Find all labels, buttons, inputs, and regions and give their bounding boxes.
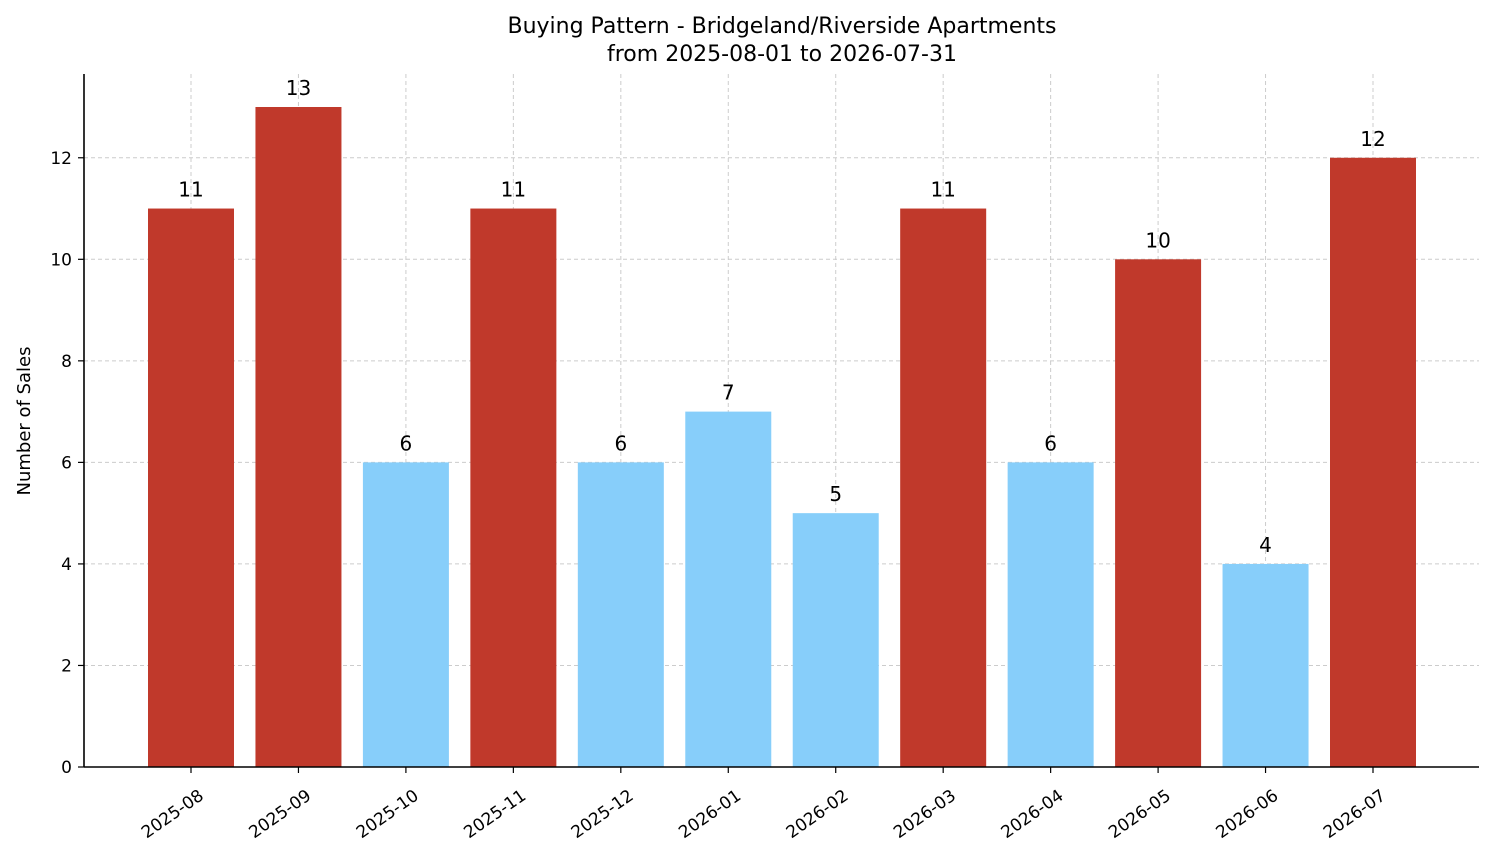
bar-value-label: 4 — [1259, 533, 1272, 557]
bars — [148, 107, 1416, 768]
bar-value-label: 12 — [1360, 127, 1385, 151]
x-tick-label: 2026-05 — [1105, 786, 1175, 843]
bar-value-label: 13 — [286, 76, 311, 100]
x-tick-label: 2026-04 — [998, 786, 1068, 843]
y-tick-label: 10 — [50, 250, 72, 270]
bar-2026-07 — [1330, 157, 1416, 767]
x-axis-ticks: 2025-08 2025-09 2025-10 2025-11 2025-12 2026-… — [138, 767, 1390, 843]
bar-value-label: 11 — [178, 178, 203, 202]
bar-value-label: 7 — [722, 381, 735, 405]
bar-value-label: 5 — [829, 482, 842, 506]
y-tick-label: 2 — [61, 656, 72, 676]
bar-value-labels: 11 13 6 11 6 7 5 11 6 10 4 12 — [178, 76, 1385, 557]
y-tick-label: 4 — [61, 555, 72, 575]
bar-2025-08 — [148, 208, 234, 768]
x-tick-label: 2025-12 — [568, 786, 638, 843]
bar-value-label: 10 — [1145, 228, 1170, 252]
bar-2026-06 — [1222, 563, 1309, 767]
bar-value-label: 11 — [501, 178, 526, 202]
bar-2025-10 — [362, 462, 449, 767]
bar-value-label: 6 — [1044, 431, 1057, 455]
bar-2025-12 — [577, 462, 664, 767]
bar-value-label: 11 — [930, 178, 955, 202]
bar-value-label: 6 — [400, 431, 413, 455]
x-tick-label: 2025-09 — [245, 786, 315, 843]
y-axis-label: Number of Sales — [14, 346, 35, 495]
x-tick-label: 2026-06 — [1213, 786, 1283, 843]
bar-value-label: 6 — [614, 431, 627, 455]
x-tick-label: 2025-11 — [460, 786, 530, 843]
x-tick-label: 2026-03 — [890, 786, 960, 843]
bar-2026-04 — [1007, 462, 1094, 767]
chart-subtitle: from 2025-08-01 to 2026-07-31 — [607, 42, 957, 67]
x-tick-label: 2025-08 — [138, 786, 208, 843]
x-tick-label: 2026-07 — [1320, 786, 1390, 843]
bar-2026-03 — [900, 208, 987, 768]
bar-2026-01 — [685, 411, 772, 767]
y-axis-ticks: 0 2 4 6 8 10 12 — [50, 149, 84, 778]
y-tick-label: 12 — [50, 149, 72, 169]
y-tick-label: 0 — [61, 758, 72, 778]
x-tick-label: 2026-02 — [783, 786, 853, 843]
bar-2026-02 — [792, 513, 879, 767]
x-tick-label: 2026-01 — [675, 786, 745, 843]
bar-2026-05 — [1115, 259, 1202, 767]
y-tick-label: 6 — [61, 453, 72, 473]
x-tick-label: 2025-10 — [353, 786, 423, 843]
bar-2025-09 — [255, 107, 342, 767]
chart-title: Buying Pattern - Bridgeland/Riverside Ap… — [507, 14, 1056, 39]
y-tick-label: 8 — [61, 352, 72, 372]
bar-2025-11 — [470, 208, 557, 768]
